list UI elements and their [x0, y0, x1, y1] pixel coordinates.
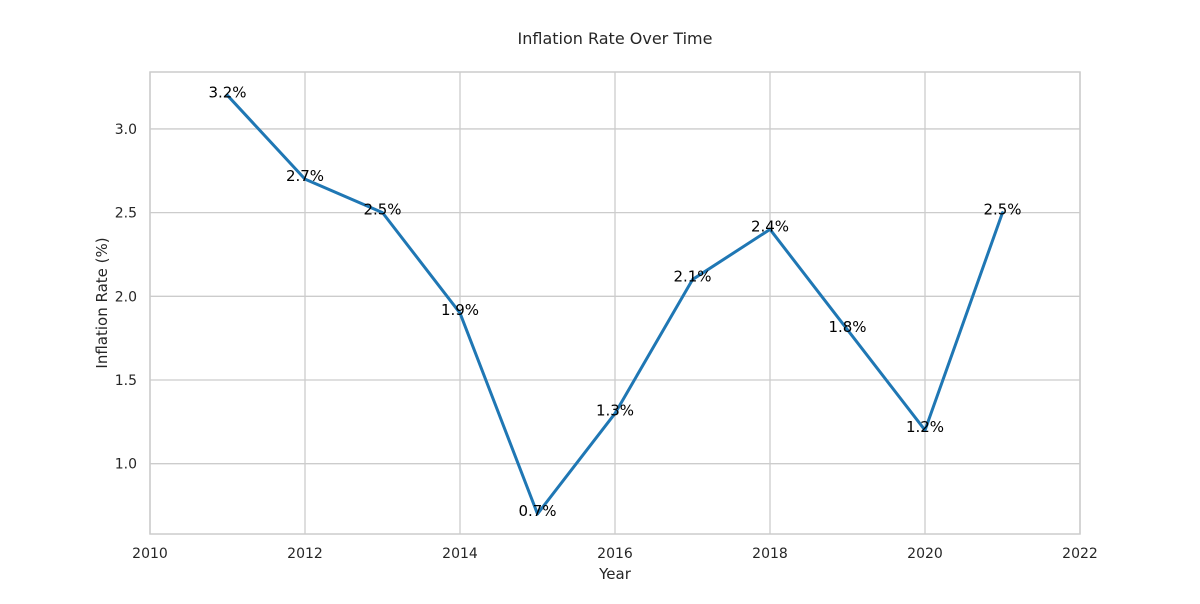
x-tick-label: 2012 [287, 546, 323, 562]
plot-frame [149, 71, 1081, 535]
x-tick-label: 2014 [442, 546, 478, 562]
data-label: 2.4% [751, 217, 789, 235]
x-tick-label: 2022 [1062, 546, 1098, 562]
x-axis-title: Year [598, 565, 632, 583]
grid-lines [149, 72, 1081, 534]
x-axis-tick-labels: 2010 2012 2014 2016 2018 2020 2022 [132, 546, 1098, 562]
data-label: 1.8% [828, 318, 866, 336]
y-tick-label: 1.5 [115, 373, 137, 389]
data-label: 1.9% [441, 301, 479, 319]
data-labels: 3.2% 2.7% 2.5% 1.9% 0.7% 1.3% 2.1% 2.4% 1.8% 1.2%… [208, 83, 1021, 519]
y-tick-label: 2.5 [115, 206, 137, 222]
y-axis-title: Inflation Rate (%) [93, 237, 111, 368]
series-layer [226, 93, 1004, 516]
x-tick-label: 2020 [907, 546, 943, 562]
y-tick-label: 3.0 [115, 122, 137, 138]
data-label: 2.5% [983, 201, 1021, 219]
data-label: 0.7% [518, 502, 556, 520]
data-label: 1.2% [906, 418, 944, 436]
data-label: 2.7% [286, 167, 324, 185]
x-tick-label: 2016 [597, 546, 633, 562]
x-tick-label: 2010 [132, 546, 168, 562]
y-tick-label: 2.0 [115, 289, 137, 305]
data-label: 2.1% [673, 268, 711, 286]
data-label: 2.5% [363, 201, 401, 219]
y-axis-tick-labels: 1.0 1.5 2.0 2.5 3.0 [115, 122, 137, 473]
chart-title: Inflation Rate Over Time [518, 29, 713, 48]
y-tick-label: 1.0 [115, 457, 137, 473]
data-label: 1.3% [596, 401, 634, 419]
x-tick-label: 2018 [752, 546, 788, 562]
data-label: 3.2% [208, 83, 246, 101]
series-line [226, 93, 1004, 516]
